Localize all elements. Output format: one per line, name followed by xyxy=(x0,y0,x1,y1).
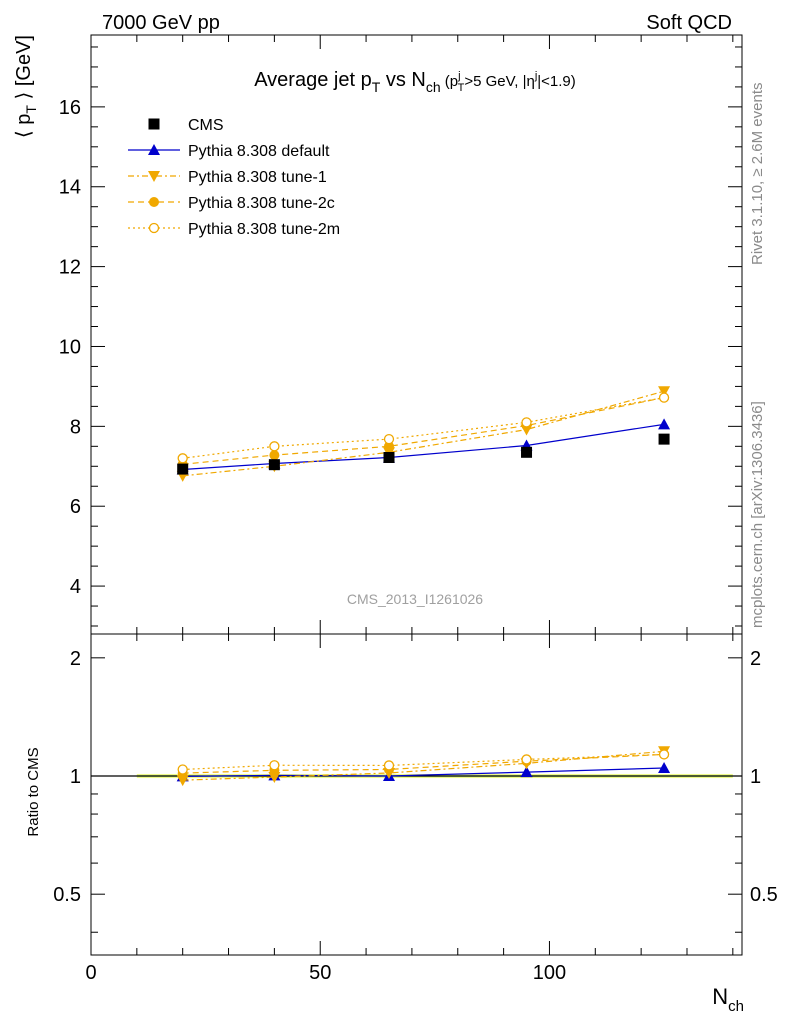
x-tick-label: 0 xyxy=(85,962,96,984)
legend-label: CMS xyxy=(188,117,224,134)
ratio-y-tick-label: 2 xyxy=(750,648,761,670)
pythia-8-308-tune-2m-point xyxy=(521,417,532,428)
rivet-version-label: Rivet 3.1.10, ≥ 2.6M events xyxy=(749,83,766,266)
ratio-pythia-8-308-tune-2m-point xyxy=(383,760,395,771)
pythia-8-308-tune-2c-line xyxy=(182,397,665,465)
main-panel: 4 6 8 10 12 14 16 xyxy=(59,34,743,635)
x-tick-label: 50 xyxy=(309,962,331,984)
ratio-pythia-8-308-default-point xyxy=(658,762,671,774)
legend-marker xyxy=(148,171,160,182)
y-tick-label: 14 xyxy=(59,177,81,199)
ratio-pythia-8-308-tune-2m-point xyxy=(269,760,280,771)
pythia-8-308-tune-1-line xyxy=(182,390,665,477)
analysis-id-label: CMS_2013_I1261026 xyxy=(347,591,483,607)
pythia-8-308-tune-2m-point xyxy=(177,453,188,464)
legend-label: Pythia 8.308 tune-2c xyxy=(188,195,335,212)
legend-label: Pythia 8.308 tune-1 xyxy=(188,169,327,186)
legend-item-pythia-8-308-tune-2m: Pythia 8.308 tune-2m xyxy=(128,221,340,238)
y-axis-label: ⟨ pT ⟩ [GeV] xyxy=(13,35,39,138)
ratio-y-tick-label: 0.5 xyxy=(750,884,778,906)
y-tick-label: 16 xyxy=(59,97,81,119)
pythia-8-308-tune-2c-point xyxy=(269,450,280,461)
y-tick-label: 10 xyxy=(59,336,81,358)
legend-label: Pythia 8.308 tune-2m xyxy=(188,221,340,238)
pythia-8-308-tune-2m-point xyxy=(269,441,280,452)
mcplots-label: mcplots.cern.ch [arXiv:1306.3436] xyxy=(749,401,766,628)
legend-marker xyxy=(148,118,160,130)
cms-point xyxy=(268,459,280,471)
ratio-y-tick-label: 0.5 xyxy=(53,884,81,906)
x-tick-label: 100 xyxy=(533,962,566,984)
legend-marker xyxy=(148,144,160,155)
pythia-8-308-tune-2c-point xyxy=(383,441,394,452)
legend-label: Pythia 8.308 default xyxy=(188,143,330,160)
x-axis-label: Nch xyxy=(712,984,744,1015)
legend-item-pythia-8-308-tune-2c: Pythia 8.308 tune-2c xyxy=(128,195,335,212)
ratio-frame xyxy=(90,633,743,956)
ratio-pythia-8-308-default-point xyxy=(520,766,533,778)
cms-point xyxy=(383,451,395,463)
ratio-y-tick-label: 2 xyxy=(70,648,81,670)
ratio-y-tick-label: 1 xyxy=(70,766,81,788)
chart-title: Average jet pT vs Nch (pj T>5 GeV, |ηj|<1… xyxy=(254,69,576,95)
legend-item-pythia-8-308-tune-1: Pythia 8.308 tune-1 xyxy=(128,169,327,186)
ratio-y-tick-label: 1 xyxy=(750,766,761,788)
y-tick-label: 6 xyxy=(70,496,81,518)
pythia-8-308-tune-2m-point xyxy=(658,392,670,403)
y-tick-label: 12 xyxy=(59,257,81,279)
ratio-pythia-8-308-tune-1-point xyxy=(176,775,189,787)
header-left: 7000 GeV pp xyxy=(102,12,220,34)
pythia-8-308-tune-2m-line xyxy=(182,397,665,459)
header-right: Soft QCD xyxy=(646,12,732,34)
cms-point xyxy=(521,446,533,458)
ratio-pythia-8-308-tune-2m-point xyxy=(521,754,532,765)
legend: CMS Pythia 8.308 default Pythia 8.308 tune… xyxy=(128,117,340,238)
pythia-8-308-default-point xyxy=(658,418,671,430)
ratio-panel: 0 50 100 0.5 0.5 1 1 2 2 xyxy=(53,633,778,984)
cms-point xyxy=(177,463,189,475)
legend-item-pythia-8-308-default: Pythia 8.308 default xyxy=(128,143,330,160)
y-tick-label: 4 xyxy=(70,576,81,598)
pythia-8-308-tune-2m-point xyxy=(383,433,395,445)
legend-marker xyxy=(149,197,159,207)
legend-item-cms: CMS xyxy=(148,117,224,134)
y-tick-label: 8 xyxy=(70,416,81,438)
ratio-pythia-8-308-tune-1-point xyxy=(268,772,281,784)
ratio-pythia-8-308-tune-2c-line xyxy=(182,753,665,774)
ratio-pythia-8-308-tune-2m-point xyxy=(177,764,188,775)
ratio-pythia-8-308-tune-2m-point xyxy=(658,749,670,760)
cms-point xyxy=(658,433,670,445)
legend-marker xyxy=(148,222,160,234)
ratio-y-axis-label: Ratio to CMS xyxy=(25,747,42,836)
pythia-8-308-tune-1-point xyxy=(658,386,671,398)
